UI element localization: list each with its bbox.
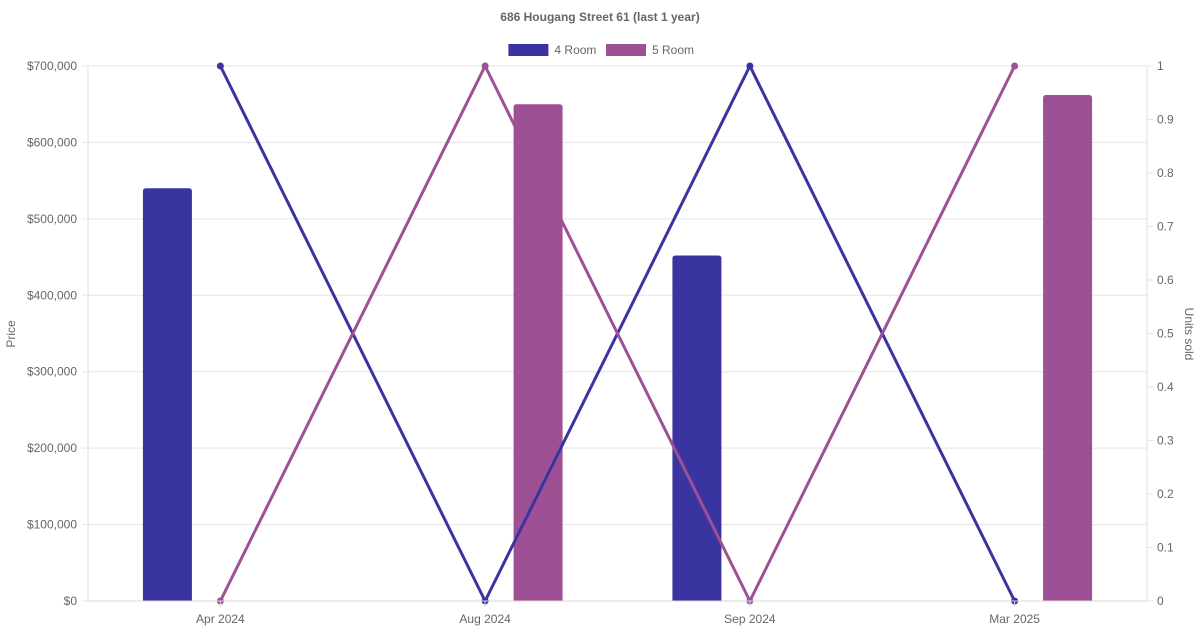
y-left-tick-label: $600,000 [27,135,77,149]
y-axis-left-title: Price [4,320,18,348]
x-tick-label: Aug 2024 [459,612,511,626]
axes: $0 $100,000 $200,000 $300,000 $400,000 $500,0… [27,59,1174,626]
series-points [216,62,1019,605]
y-right-tick-label: 0.8 [1157,166,1174,180]
y-right-tick-label: 0.1 [1157,541,1174,555]
y-axis-right-title: Units sold [1182,308,1196,361]
line-point[interactable] [216,62,224,70]
y-right-tick-label: 0.9 [1157,113,1174,127]
y-right-tick-label: 0 [1157,594,1164,608]
legend-label: 4 Room [554,43,596,57]
bar-4-room[interactable] [142,188,192,602]
line-point[interactable] [481,62,489,70]
y-left-tick-label: $500,000 [27,212,77,226]
y-left-tick-label: $0 [64,594,78,608]
y-right-tick-label: 0.7 [1157,220,1174,234]
line-point[interactable] [746,62,754,70]
chart-title: 686 Hougang Street 61 (last 1 year) [500,10,699,24]
y-left-tick-label: $200,000 [27,441,77,455]
y-right-tick-label: 0.4 [1157,380,1174,394]
y-left-tick-label: $400,000 [27,288,77,302]
x-tick-label: Apr 2024 [196,612,245,626]
bar-4-room[interactable] [672,255,722,602]
y-right-tick-label: 0.2 [1157,487,1174,501]
legend[interactable]: 4 Room 5 Room [508,43,694,57]
legend-label: 5 Room [652,43,694,57]
bar-5-room[interactable] [513,104,563,601]
bars [142,95,1093,602]
x-tick-label: Sep 2024 [724,612,776,626]
y-left-tick-label: $300,000 [27,365,77,379]
y-left-tick-label: $700,000 [27,59,77,73]
y-right-tick-label: 1 [1157,59,1164,73]
legend-swatch [606,44,646,56]
series-lines [219,64,1016,603]
y-right-tick-label: 0.3 [1157,434,1174,448]
bar-5-room[interactable] [1043,95,1093,602]
y-left-tick-label: $100,000 [27,518,77,532]
line-5-room[interactable] [219,64,1016,603]
y-right-tick-label: 0.6 [1157,273,1174,287]
x-tick-label: Mar 2025 [989,612,1040,626]
line-point[interactable] [1011,62,1019,70]
legend-swatch [508,44,549,56]
y-right-tick-label: 0.5 [1157,327,1174,341]
